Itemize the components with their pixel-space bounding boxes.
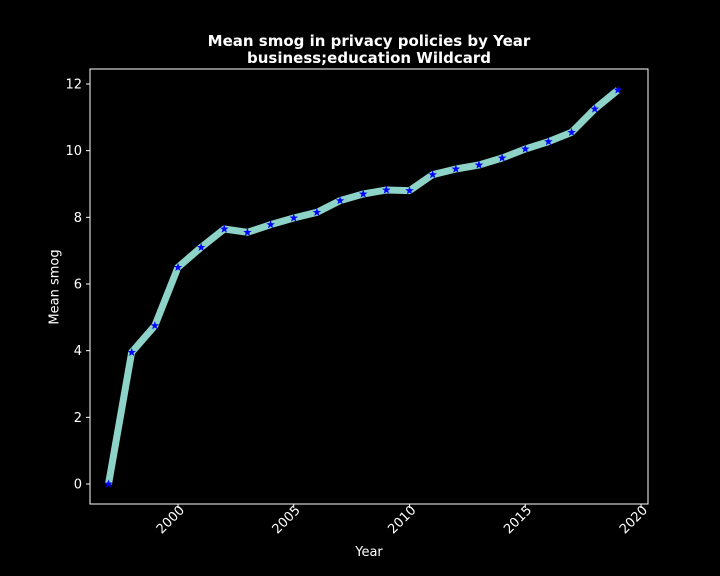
data-point [567, 127, 576, 136]
data-point [150, 321, 160, 330]
data-point [173, 262, 183, 271]
y-tick-label: 12 [65, 78, 82, 93]
data-point [196, 242, 206, 251]
data-point [451, 164, 461, 173]
data-point [474, 160, 484, 169]
data-point [104, 479, 113, 488]
data-point [289, 213, 298, 222]
y-tick-label: 0 [74, 478, 82, 493]
y-axis-label: Mean smog [47, 249, 63, 325]
data-point [358, 189, 368, 198]
data-point [266, 220, 275, 229]
x-tick-label: 2010 [385, 503, 419, 537]
data-point [382, 185, 391, 194]
data-point [243, 227, 252, 236]
chart-title: Mean smog in privacy policies by Year [207, 32, 531, 50]
y-tick-label: 2 [74, 411, 82, 426]
y-tick-label: 10 [65, 144, 82, 159]
x-tick-label: 2015 [501, 503, 535, 537]
y-tick-label: 8 [74, 211, 82, 226]
data-point [127, 347, 136, 356]
data-point [613, 85, 623, 94]
data-point [405, 186, 414, 195]
y-tick-label: 4 [74, 344, 82, 359]
chart-subtitle: business;education Wildcard [246, 49, 492, 67]
data-point [521, 144, 530, 153]
data-point [590, 104, 599, 113]
y-tick-label: 6 [74, 278, 82, 293]
x-tick-label: 2005 [270, 503, 304, 537]
axes-frame [89, 68, 649, 505]
data-point [428, 170, 437, 179]
x-tick-label: 2000 [154, 503, 188, 537]
x-tick-label: 2020 [617, 503, 651, 537]
data-point [497, 153, 507, 162]
data-point [335, 196, 345, 205]
data-point [312, 207, 322, 216]
series-line [105, 87, 621, 485]
data-point [544, 137, 553, 146]
x-axis-label: Year [355, 545, 383, 560]
data-point [220, 224, 229, 233]
